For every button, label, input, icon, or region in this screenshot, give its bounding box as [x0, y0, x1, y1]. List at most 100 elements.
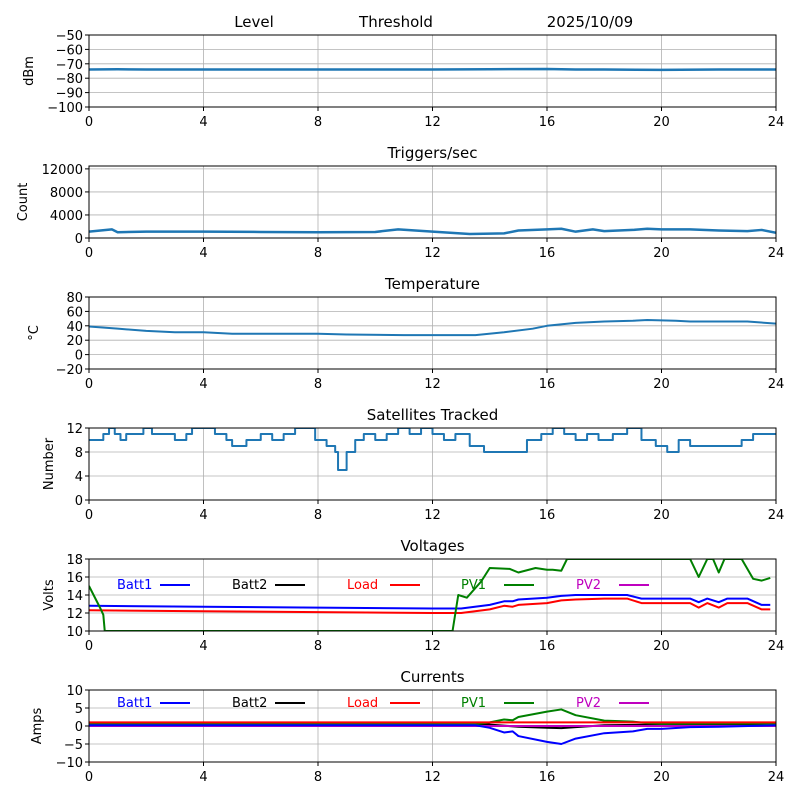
level-label: Level: [234, 13, 274, 31]
legend-item-batt2: Batt2: [232, 578, 305, 593]
x-tick-label: 16: [539, 508, 556, 523]
series-group: [89, 227, 776, 236]
series-line-triggers: [89, 227, 776, 236]
x-tick-label: 12: [424, 115, 441, 130]
x-tick-label: 24: [768, 508, 785, 523]
y-tick-label: 0: [75, 720, 83, 735]
panel-level: 0 4 8 12 16 20 24 −50−60−70−80−90−100 dBm: [22, 29, 784, 130]
legend-item-pv1: PV1: [461, 578, 534, 593]
y-tick-label: 4: [75, 470, 83, 485]
y-tick-label: 20: [66, 334, 83, 349]
x-tick-label: 4: [199, 115, 207, 130]
panel-satellites: 0 4 8 12 16 20 24 12 8 4 0 Satellites Tracked Number: [42, 406, 784, 523]
legend-item-load: Load: [347, 696, 420, 711]
series-line-batt1: [89, 724, 776, 745]
chart-title: Satellites Tracked: [367, 406, 498, 424]
x-tick-label: 0: [85, 639, 93, 654]
y-tick-label: −10: [56, 756, 83, 771]
x-tick-label: 4: [199, 508, 207, 523]
legend-label: Batt1: [117, 696, 152, 711]
series-line-satellites: [89, 428, 776, 471]
legend-item-pv1: PV1: [461, 696, 534, 711]
x-tick-label: 16: [539, 246, 556, 261]
y-tick-label: 8000: [50, 186, 83, 201]
chart-title: Voltages: [400, 537, 464, 555]
legend-label: Batt2: [232, 578, 267, 593]
panel-voltages: 0 4 8 12 16 20 24 18 16 14 12 10 Voltages Volts Batt1 B…: [42, 537, 784, 654]
series-line-level: [89, 67, 776, 72]
x-tick-label: 8: [314, 246, 322, 261]
x-tick-label: 0: [85, 115, 93, 130]
y-tick-label: −50: [56, 29, 83, 44]
legend-label: PV2: [576, 578, 601, 593]
y-tick-label: −70: [56, 58, 83, 73]
y-tick-label: 12000: [42, 163, 83, 178]
legend-item-pv2: PV2: [576, 696, 649, 711]
y-tick-label: 40: [66, 320, 83, 335]
chart-title: Triggers/sec: [387, 144, 478, 162]
x-tick-label: 8: [314, 639, 322, 654]
y-tick-label: 0: [75, 494, 83, 509]
series-line-pv1: [89, 559, 771, 631]
y-axis-label: Number: [42, 437, 57, 490]
x-tick-label: 24: [768, 377, 785, 392]
x-tick-label: 16: [539, 377, 556, 392]
y-tick-label: 18: [66, 553, 83, 568]
legend-label: Batt1: [117, 578, 152, 593]
y-tick-label: −80: [56, 72, 83, 87]
x-tick-label: 4: [199, 246, 207, 261]
legend-label: PV2: [576, 696, 601, 711]
chart-title: Temperature: [384, 275, 480, 293]
y-axis-label: dBm: [22, 56, 37, 86]
legend-label: PV1: [461, 696, 486, 711]
x-tick-label: 16: [539, 115, 556, 130]
series-group: [89, 319, 776, 337]
y-axis-label: Volts: [42, 579, 57, 611]
y-axis-label: °C: [27, 325, 42, 341]
legend-item-batt1: Batt1: [117, 696, 190, 711]
date-label: 2025/10/09: [547, 13, 633, 31]
y-tick-label: 12: [66, 422, 83, 437]
x-tick-label: 12: [424, 770, 441, 785]
y-tick-label: −20: [56, 363, 83, 378]
y-tick-label: 0: [75, 232, 83, 247]
x-tick-label: 16: [539, 639, 556, 654]
legend-label: Batt2: [232, 696, 267, 711]
series-group: [89, 708, 776, 745]
x-tick-label: 4: [199, 377, 207, 392]
legend-label: Load: [347, 578, 378, 593]
x-tick-label: 12: [424, 246, 441, 261]
series-group: [89, 559, 771, 631]
legend-label: PV1: [461, 578, 486, 593]
x-tick-label: 12: [424, 639, 441, 654]
legend-item-load: Load: [347, 578, 420, 593]
panel-currents: 0 4 8 12 16 20 24 10 5 0 −5 −10 Currents Amps Batt1 Bat…: [30, 668, 784, 785]
x-tick-label: 12: [424, 377, 441, 392]
legend-label: Load: [347, 696, 378, 711]
series-line-load: [89, 597, 771, 614]
x-tick-label: 0: [85, 508, 93, 523]
x-tick-label: 8: [314, 770, 322, 785]
x-tick-label: 0: [85, 770, 93, 785]
legend-item-batt2: Batt2: [232, 696, 305, 711]
y-tick-label: 5: [75, 702, 83, 717]
x-tick-label: 20: [653, 770, 670, 785]
x-tick-label: 4: [199, 770, 207, 785]
y-tick-label: 0: [75, 349, 83, 364]
y-tick-label: 60: [66, 305, 83, 320]
y-tick-label: 12: [66, 607, 83, 622]
y-tick-label: 8: [75, 446, 83, 461]
x-tick-label: 0: [85, 377, 93, 392]
x-tick-label: 20: [653, 377, 670, 392]
legend-item-pv2: PV2: [576, 578, 649, 593]
y-tick-label: −60: [56, 43, 83, 58]
x-tick-label: 20: [653, 508, 670, 523]
threshold-label: Threshold: [358, 13, 433, 31]
x-tick-label: 24: [768, 115, 785, 130]
y-tick-label: 14: [66, 589, 83, 604]
y-tick-label: 16: [66, 571, 83, 586]
x-tick-label: 4: [199, 639, 207, 654]
x-tick-label: 24: [768, 639, 785, 654]
x-tick-label: 20: [653, 639, 670, 654]
